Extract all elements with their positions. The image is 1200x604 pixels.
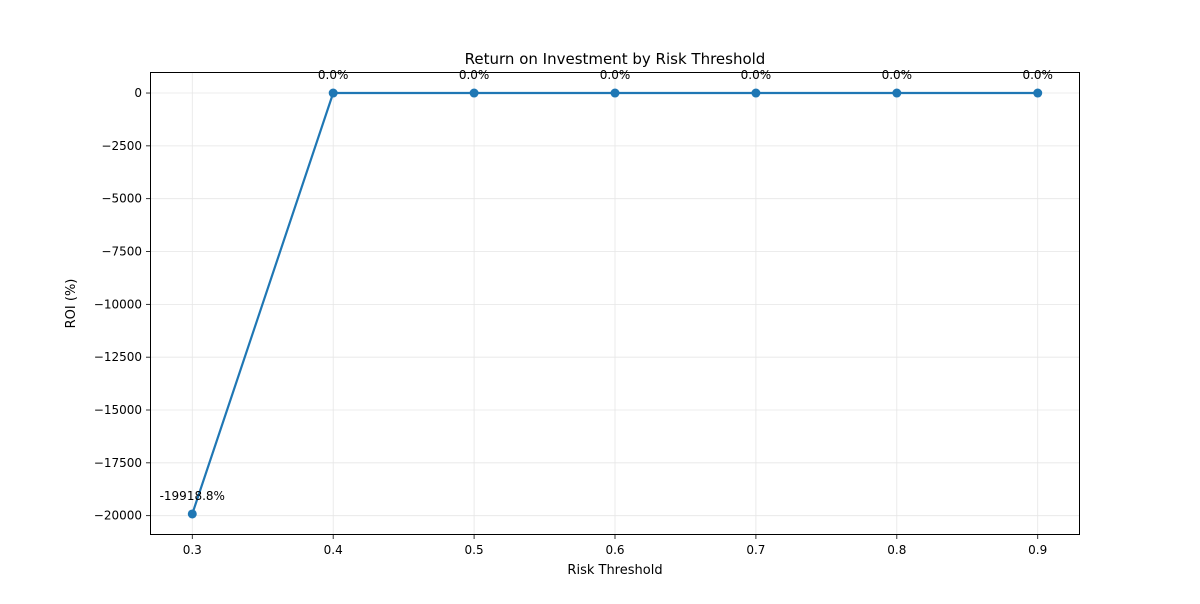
y-tick-label: −15000 (94, 403, 142, 417)
x-tick-label: 0.3 (183, 543, 202, 557)
x-tick-label: 0.9 (1028, 543, 1047, 557)
data-labels: -19918.8% 0.0% 0.0% 0.0% 0.0% 0.0% 0.0% (160, 68, 1053, 503)
y-tick-label: −5000 (101, 192, 142, 206)
x-tick-label: 0.7 (746, 543, 765, 557)
y-tick-label: −17500 (94, 456, 142, 470)
data-point (610, 88, 620, 98)
data-label: 0.0% (741, 68, 772, 82)
data-label: 0.0% (318, 68, 349, 82)
y-tick-label: 0 (134, 86, 142, 100)
data-point (469, 88, 479, 98)
y-tick-label: −12500 (94, 350, 142, 364)
axis-ticks: 0.3 0.4 0.5 0.6 0.7 0.8 0.9 0 −2500 −5000 −7500 −10… (94, 86, 1048, 557)
data-point (328, 88, 338, 98)
y-tick-label: −20000 (94, 509, 142, 523)
series (187, 88, 1043, 519)
data-point (751, 88, 761, 98)
data-label: 0.0% (600, 68, 631, 82)
data-label: -19918.8% (160, 489, 225, 503)
y-tick-label: −10000 (94, 297, 142, 311)
data-label: 0.0% (882, 68, 913, 82)
data-label: 0.0% (1022, 68, 1053, 82)
data-point (187, 509, 197, 519)
data-label: 0.0% (459, 68, 490, 82)
y-axis-label: ROI (%) (64, 279, 79, 329)
data-point (892, 88, 902, 98)
y-tick-label: −7500 (101, 245, 142, 259)
x-tick-label: 0.4 (324, 543, 343, 557)
x-tick-label: 0.5 (465, 543, 484, 557)
grid (150, 72, 1080, 535)
x-tick-label: 0.6 (605, 543, 624, 557)
chart-title: Return on Investment by Risk Threshold (465, 50, 766, 68)
plot-area (150, 72, 1080, 535)
x-tick-label: 0.8 (887, 543, 906, 557)
y-tick-label: −2500 (101, 139, 142, 153)
x-axis-label: Risk Threshold (567, 563, 662, 578)
data-point (1033, 88, 1043, 98)
